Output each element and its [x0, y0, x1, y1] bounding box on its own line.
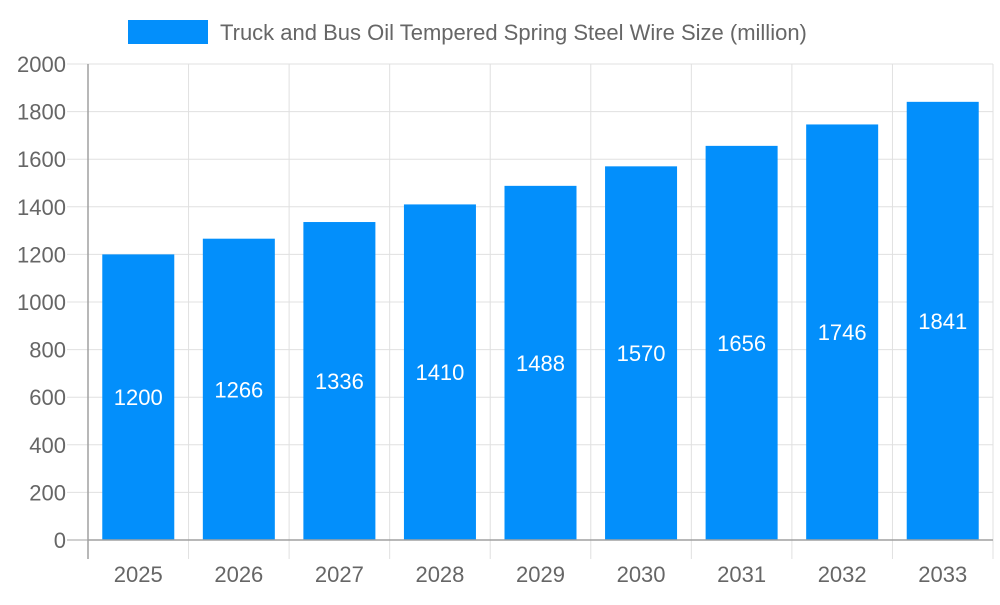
bar-2033[interactable] — [906, 101, 979, 540]
legend-label: Truck and Bus Oil Tempered Spring Steel … — [220, 20, 807, 45]
y-tick-label: 800 — [29, 338, 66, 363]
x-tick-label: 2027 — [315, 562, 364, 587]
y-tick-label: 600 — [29, 385, 66, 410]
bar-2031[interactable] — [705, 145, 778, 540]
x-tick-label: 2028 — [415, 562, 464, 587]
data-label-2028: 1410 — [415, 360, 464, 385]
x-tick-label: 2032 — [818, 562, 867, 587]
y-tick-label: 200 — [29, 480, 66, 505]
y-tick-label: 1600 — [17, 147, 66, 172]
y-tick-label: 0 — [54, 528, 66, 553]
data-label-2033: 1841 — [918, 309, 967, 334]
y-tick-label: 1400 — [17, 195, 66, 220]
data-label-2031: 1656 — [717, 331, 766, 356]
bar-2028[interactable] — [403, 204, 476, 541]
y-tick-label: 2000 — [17, 52, 66, 77]
legend[interactable]: Truck and Bus Oil Tempered Spring Steel … — [128, 20, 807, 45]
bar-2030[interactable] — [605, 166, 678, 540]
x-tick-label: 2031 — [717, 562, 766, 587]
data-label-2026: 1266 — [214, 377, 263, 402]
x-tick-label: 2029 — [516, 562, 565, 587]
data-label-2030: 1570 — [617, 341, 666, 366]
bar-2027[interactable] — [303, 222, 376, 541]
legend-swatch — [128, 20, 208, 44]
bar-2029[interactable] — [504, 185, 577, 540]
data-label-2025: 1200 — [114, 385, 163, 410]
x-tick-label: 2030 — [617, 562, 666, 587]
y-tick-label: 1000 — [17, 290, 66, 315]
data-label-2027: 1336 — [315, 369, 364, 394]
bar-2025[interactable] — [102, 254, 175, 540]
y-tick-label: 400 — [29, 433, 66, 458]
data-label-2032: 1746 — [818, 320, 867, 345]
y-tick-label: 1200 — [17, 242, 66, 267]
x-tick-label: 2033 — [918, 562, 967, 587]
y-tick-label: 1800 — [17, 100, 66, 125]
x-tick-label: 2025 — [114, 562, 163, 587]
data-label-2029: 1488 — [516, 351, 565, 376]
bar-2026[interactable] — [202, 238, 275, 540]
bar-2032[interactable] — [806, 124, 879, 541]
x-tick-label: 2026 — [214, 562, 263, 587]
